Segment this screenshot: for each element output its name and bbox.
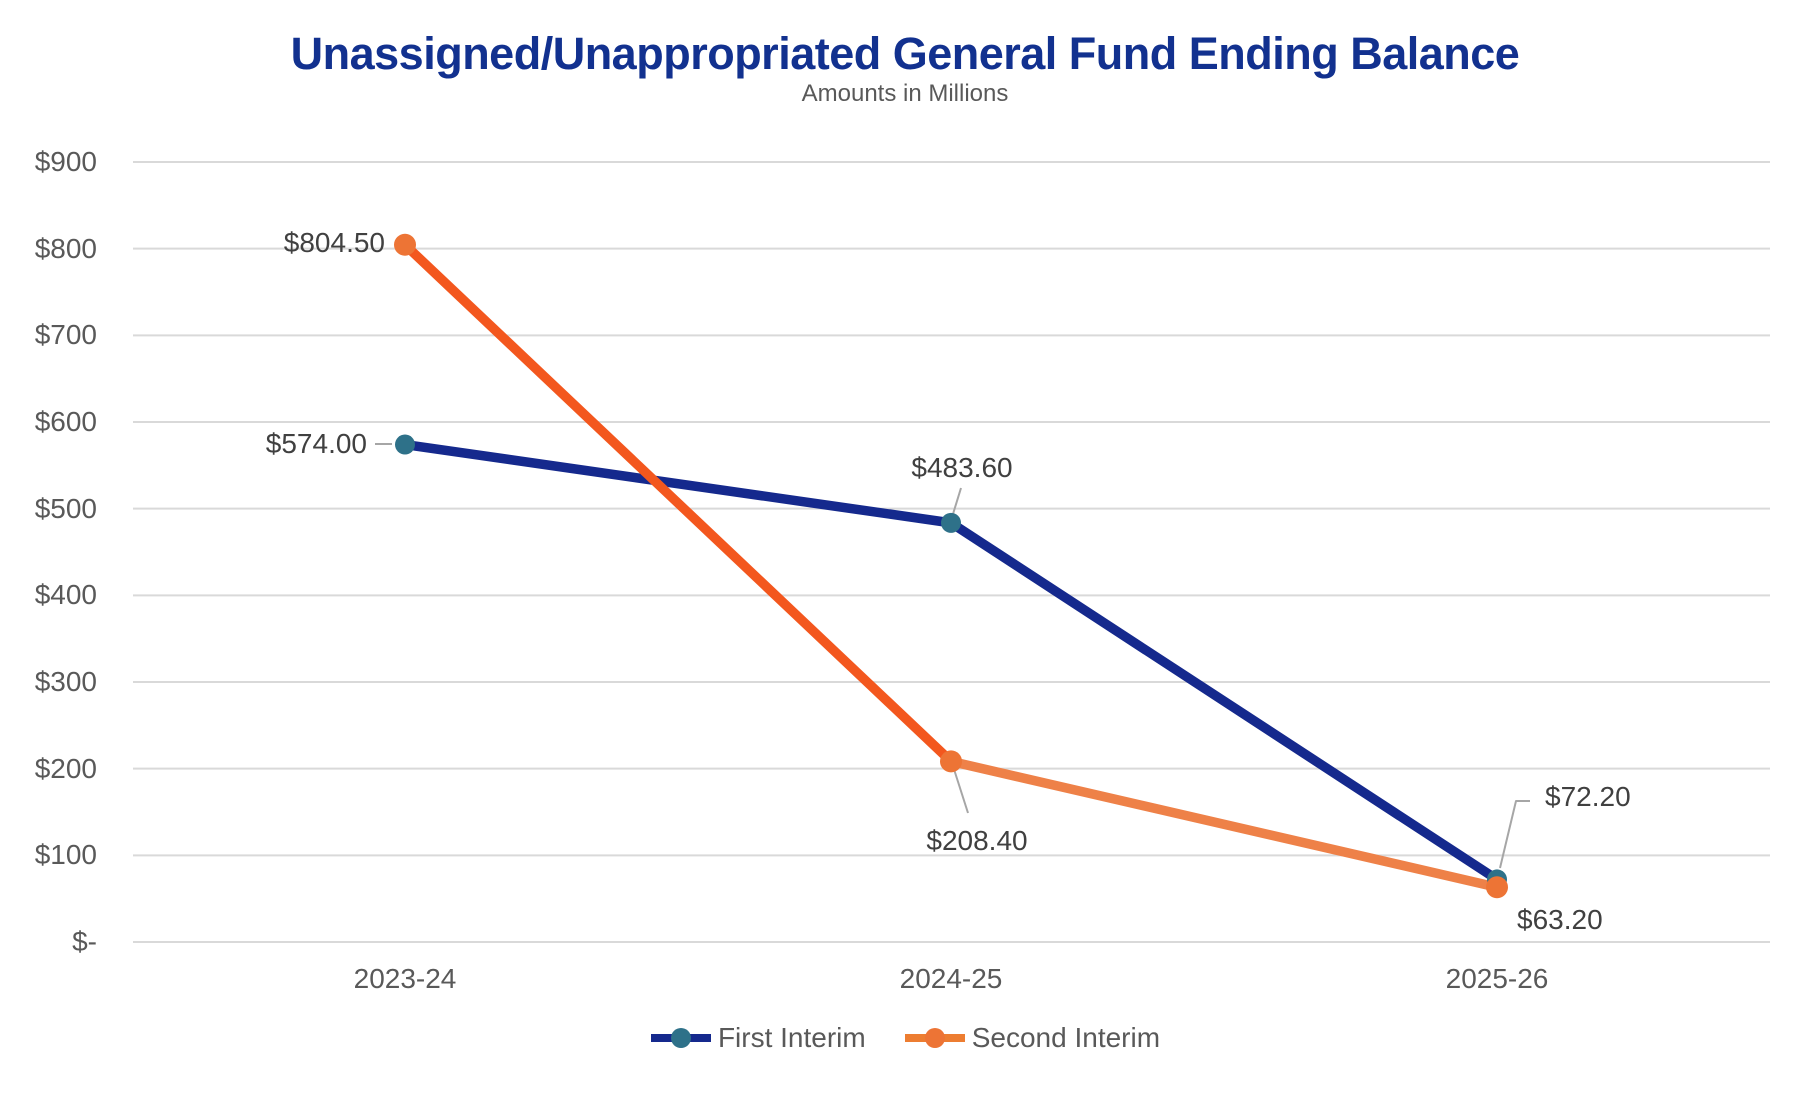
data-label: $208.40 bbox=[926, 825, 1028, 856]
legend-item-second-interim: Second Interim bbox=[904, 1022, 1160, 1054]
marker-second-interim bbox=[1486, 876, 1508, 899]
data-label: $72.20 bbox=[1545, 781, 1631, 812]
legend-line-marker-icon bbox=[904, 1028, 965, 1048]
y-tick-label: $500 bbox=[34, 492, 97, 524]
y-tick-label: $100 bbox=[34, 839, 97, 871]
y-tick-label: $800 bbox=[34, 232, 97, 264]
data-label-leader-line bbox=[1499, 800, 1530, 869]
series-line-first-interim bbox=[946, 518, 1502, 885]
data-label: $63.20 bbox=[1517, 904, 1603, 935]
series-line-second-interim bbox=[946, 756, 1502, 892]
legend-label: First Interim bbox=[717, 1022, 866, 1053]
data-label: $804.50 bbox=[283, 227, 385, 258]
y-tick-label: $300 bbox=[34, 666, 97, 697]
series-line-first-interim bbox=[400, 439, 956, 528]
legend-label: Second Interim bbox=[971, 1022, 1161, 1053]
chart-title: Unassigned/Unappropriated General Fund E… bbox=[290, 28, 1520, 79]
legend-line-marker-icon bbox=[650, 1028, 711, 1048]
y-tick-label: $400 bbox=[34, 579, 97, 611]
y-tick-label: $- bbox=[72, 926, 97, 957]
y-tick-label: $700 bbox=[34, 319, 97, 351]
data-label-leader-line bbox=[952, 487, 962, 515]
data-label: $483.60 bbox=[911, 452, 1013, 483]
x-axis-label: 2023-24 bbox=[353, 963, 457, 994]
marker-second-interim bbox=[940, 750, 962, 773]
y-tick-label: $900 bbox=[34, 146, 97, 177]
x-axis-label: 2024-25 bbox=[899, 963, 1003, 994]
x-axis-label: 2025-26 bbox=[1445, 963, 1549, 994]
data-label: $574.00 bbox=[265, 428, 367, 459]
chart-subtitle: Amounts in Millions bbox=[801, 80, 1009, 107]
series-line-second-interim bbox=[400, 240, 956, 767]
y-tick-label: $600 bbox=[34, 406, 97, 437]
marker-second-interim bbox=[394, 233, 416, 256]
marker-first-interim bbox=[395, 434, 415, 455]
y-tick-label: $200 bbox=[34, 752, 97, 784]
marker-first-interim bbox=[941, 512, 961, 533]
legend-item-first-interim: First Interim bbox=[650, 1022, 866, 1054]
legend: First Interim Second Interim bbox=[0, 1022, 1810, 1054]
